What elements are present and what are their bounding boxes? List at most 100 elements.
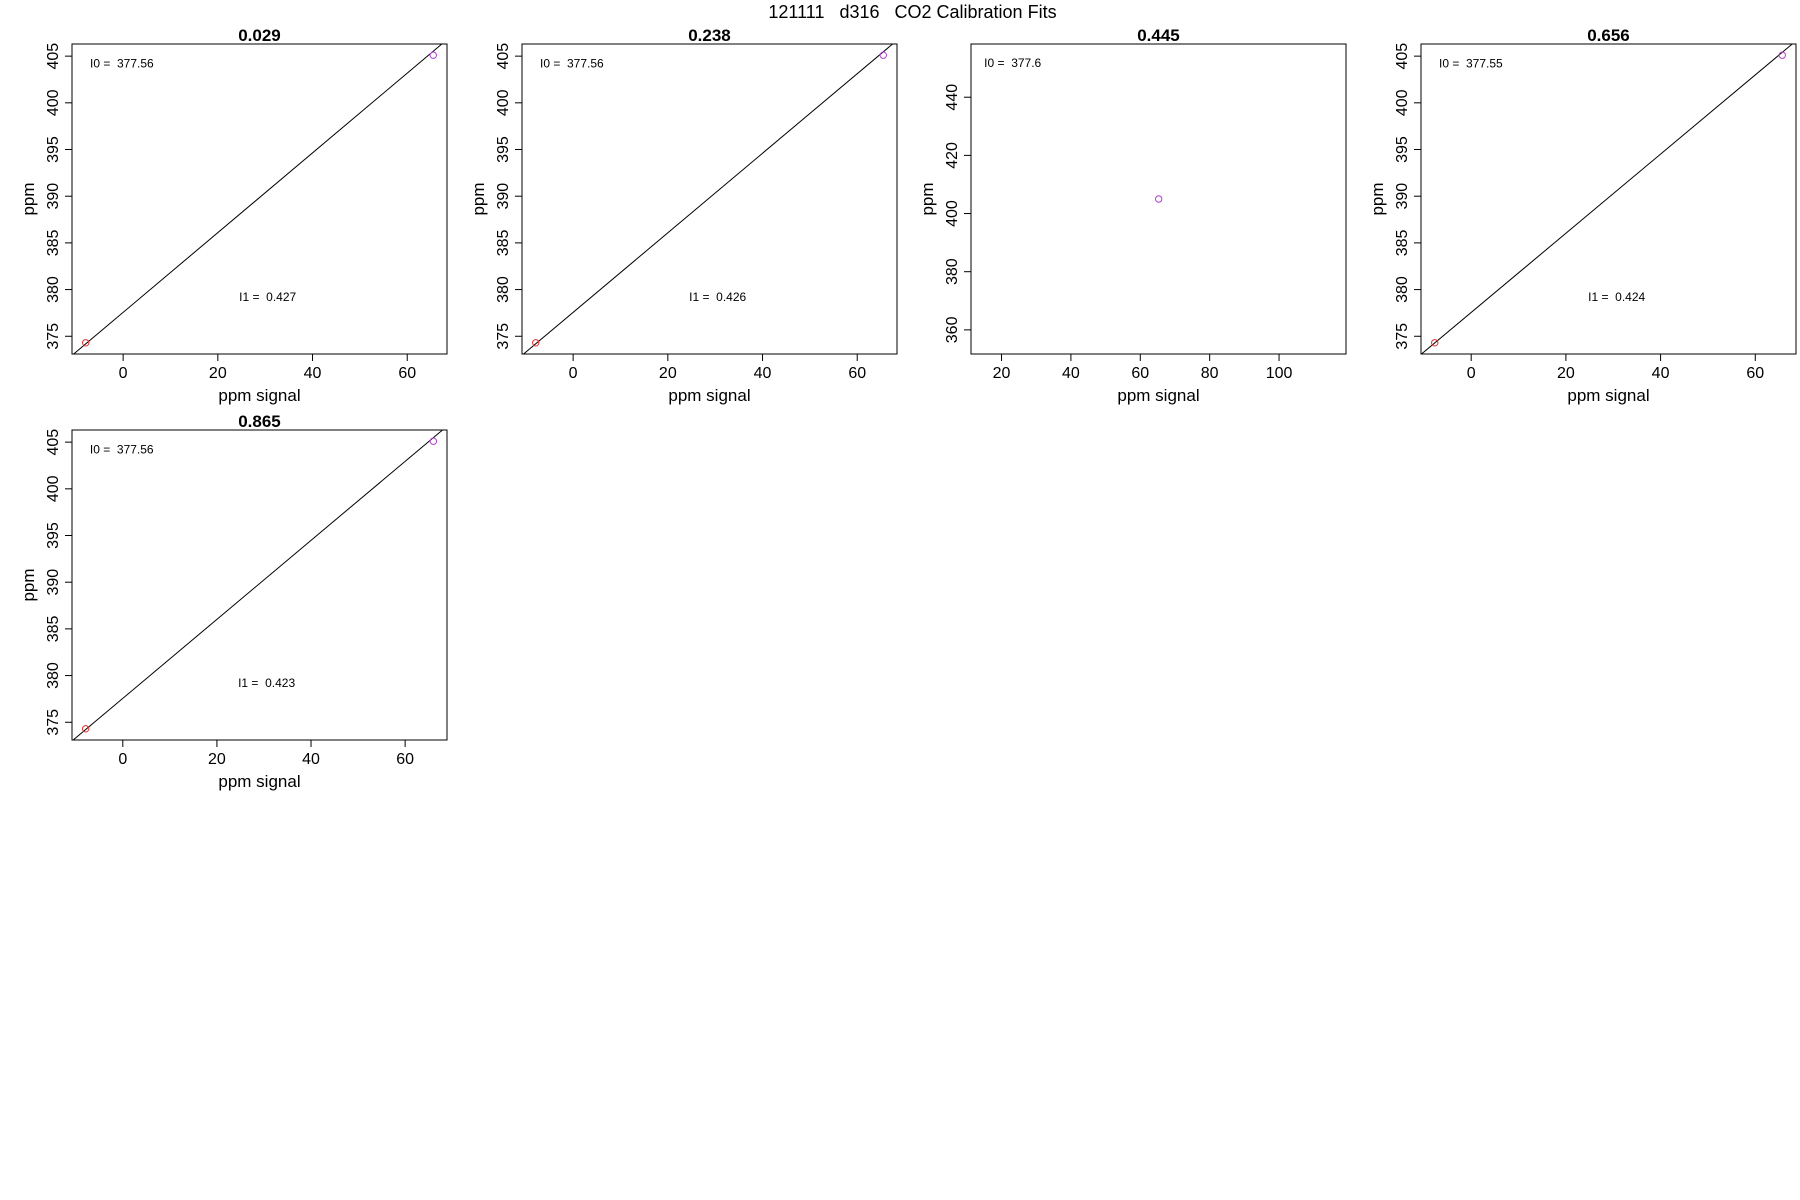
x-axis-label: ppm signal bbox=[218, 386, 300, 405]
plot-area bbox=[522, 44, 894, 354]
y-tick-label: 440 bbox=[944, 84, 961, 111]
x-tick-label: 20 bbox=[209, 365, 227, 382]
coefficient-annotation: I1 = 0.426 bbox=[689, 290, 746, 304]
y-tick-label: 385 bbox=[495, 229, 512, 256]
x-tick-label: 40 bbox=[302, 751, 320, 768]
y-tick-label: 380 bbox=[45, 276, 62, 303]
x-tick-label: 20 bbox=[659, 365, 677, 382]
fit-line bbox=[1421, 44, 1794, 354]
x-tick-label: 20 bbox=[1557, 365, 1575, 382]
x-tick-label: 80 bbox=[1201, 365, 1219, 382]
x-tick-label: 20 bbox=[993, 365, 1011, 382]
chart-panel-2: 0.238 0 20 40 60 375 380 385 390 395 400 405 ppm sig… bbox=[469, 26, 898, 405]
x-tick-label: 20 bbox=[208, 751, 226, 768]
fit-line bbox=[72, 44, 443, 354]
y-axis-label: ppm bbox=[1368, 182, 1387, 215]
y-tick-label: 400 bbox=[495, 89, 512, 116]
y-tick-label: 400 bbox=[1394, 89, 1411, 116]
plot-area bbox=[72, 430, 444, 740]
y-axis-label: ppm bbox=[19, 182, 38, 215]
y-tick-label: 405 bbox=[1394, 43, 1411, 70]
x-tick-label: 60 bbox=[1131, 365, 1149, 382]
y-tick-label: 395 bbox=[45, 522, 62, 549]
x-tick-label: 40 bbox=[304, 365, 322, 382]
y-tick-label: 385 bbox=[45, 229, 62, 256]
data-point bbox=[81, 725, 90, 733]
coefficient-annotation: I1 = 0.423 bbox=[238, 676, 295, 690]
y-tick-label: 375 bbox=[495, 323, 512, 350]
y-tick-label: 390 bbox=[45, 569, 62, 596]
y-tick-label: 390 bbox=[1394, 183, 1411, 210]
x-tick-label: 0 bbox=[118, 751, 127, 768]
plot-area bbox=[1421, 44, 1794, 354]
x-tick-label: 60 bbox=[398, 365, 416, 382]
data-point bbox=[532, 339, 540, 347]
panel-title: 0.656 bbox=[1587, 26, 1630, 45]
x-tick-label: 100 bbox=[1266, 365, 1293, 382]
data-point bbox=[879, 51, 887, 59]
plot-area bbox=[72, 44, 443, 354]
y-tick-label: 385 bbox=[1394, 229, 1411, 256]
data-point bbox=[82, 339, 90, 347]
x-axis-label: ppm signal bbox=[1567, 386, 1649, 405]
x-axis-label: ppm signal bbox=[1117, 386, 1199, 405]
y-tick-label: 395 bbox=[45, 136, 62, 163]
data-point bbox=[1154, 195, 1163, 203]
x-tick-label: 60 bbox=[1746, 365, 1764, 382]
chart-panel-5: 0.865 0 20 40 60 375 380 385 390 395 400 405 ppm sig… bbox=[19, 412, 448, 791]
y-tick-label: 390 bbox=[45, 183, 62, 210]
x-tick-label: 0 bbox=[119, 365, 128, 382]
y-tick-label: 380 bbox=[944, 258, 961, 285]
fit-line bbox=[522, 44, 894, 354]
panel-title: 0.445 bbox=[1137, 26, 1180, 45]
x-tick-label: 40 bbox=[1652, 365, 1670, 382]
x-tick-label: 60 bbox=[396, 751, 414, 768]
y-tick-label: 390 bbox=[495, 183, 512, 210]
y-tick-label: 375 bbox=[45, 323, 62, 350]
panel-title: 0.238 bbox=[688, 26, 731, 45]
y-tick-label: 395 bbox=[495, 136, 512, 163]
y-tick-label: 400 bbox=[45, 475, 62, 502]
y-tick-label: 360 bbox=[944, 316, 961, 343]
chart-panel-4: 0.656 0 20 40 60 375 380 385 390 395 400 405 ppm sig… bbox=[1368, 26, 1797, 405]
panel-title: 0.865 bbox=[238, 412, 281, 431]
x-tick-label: 0 bbox=[569, 365, 578, 382]
y-tick-label: 405 bbox=[495, 43, 512, 70]
y-axis-label: ppm bbox=[19, 568, 38, 601]
x-tick-label: 0 bbox=[1467, 365, 1476, 382]
x-tick-label: 40 bbox=[754, 365, 772, 382]
coefficient-annotation: I1 = 0.424 bbox=[1588, 290, 1645, 304]
y-tick-label: 400 bbox=[944, 200, 961, 227]
x-axis-label: ppm signal bbox=[218, 772, 300, 791]
data-point bbox=[429, 51, 437, 59]
y-tick-label: 385 bbox=[45, 615, 62, 642]
y-axis-label: ppm bbox=[469, 182, 488, 215]
panel-title: 0.029 bbox=[238, 26, 281, 45]
y-tick-label: 375 bbox=[1394, 323, 1411, 350]
y-tick-label: 380 bbox=[45, 662, 62, 689]
coefficient-annotation: I0 = 377.6 bbox=[984, 56, 1041, 70]
y-tick-label: 420 bbox=[944, 142, 961, 169]
y-tick-label: 380 bbox=[495, 276, 512, 303]
data-point bbox=[1778, 51, 1786, 59]
x-tick-label: 60 bbox=[848, 365, 866, 382]
chart-panel-3: 0.445 20 40 60 80 100 360 380 400 420 440 ppm signa… bbox=[918, 26, 1347, 405]
coefficient-annotation: I0 = 377.56 bbox=[90, 443, 154, 457]
chart-panel-1: 0.029 0 20 40 60 375 380 385 390 395 400 405 ppm sig… bbox=[19, 26, 448, 405]
figure-title: 121111 d316 CO2 Calibration Fits bbox=[768, 2, 1057, 22]
data-point bbox=[429, 437, 438, 445]
plot-frame bbox=[970, 43, 1347, 355]
y-tick-label: 405 bbox=[45, 429, 62, 456]
coefficient-annotation: I0 = 377.55 bbox=[1439, 57, 1503, 71]
data-point bbox=[1431, 339, 1439, 347]
y-tick-label: 380 bbox=[1394, 276, 1411, 303]
y-tick-label: 405 bbox=[45, 43, 62, 70]
y-tick-label: 400 bbox=[45, 89, 62, 116]
y-tick-label: 395 bbox=[1394, 136, 1411, 163]
y-axis-label: ppm bbox=[918, 182, 937, 215]
fit-line bbox=[72, 430, 444, 740]
x-tick-label: 40 bbox=[1062, 365, 1080, 382]
coefficient-annotation: I0 = 377.56 bbox=[90, 57, 154, 71]
